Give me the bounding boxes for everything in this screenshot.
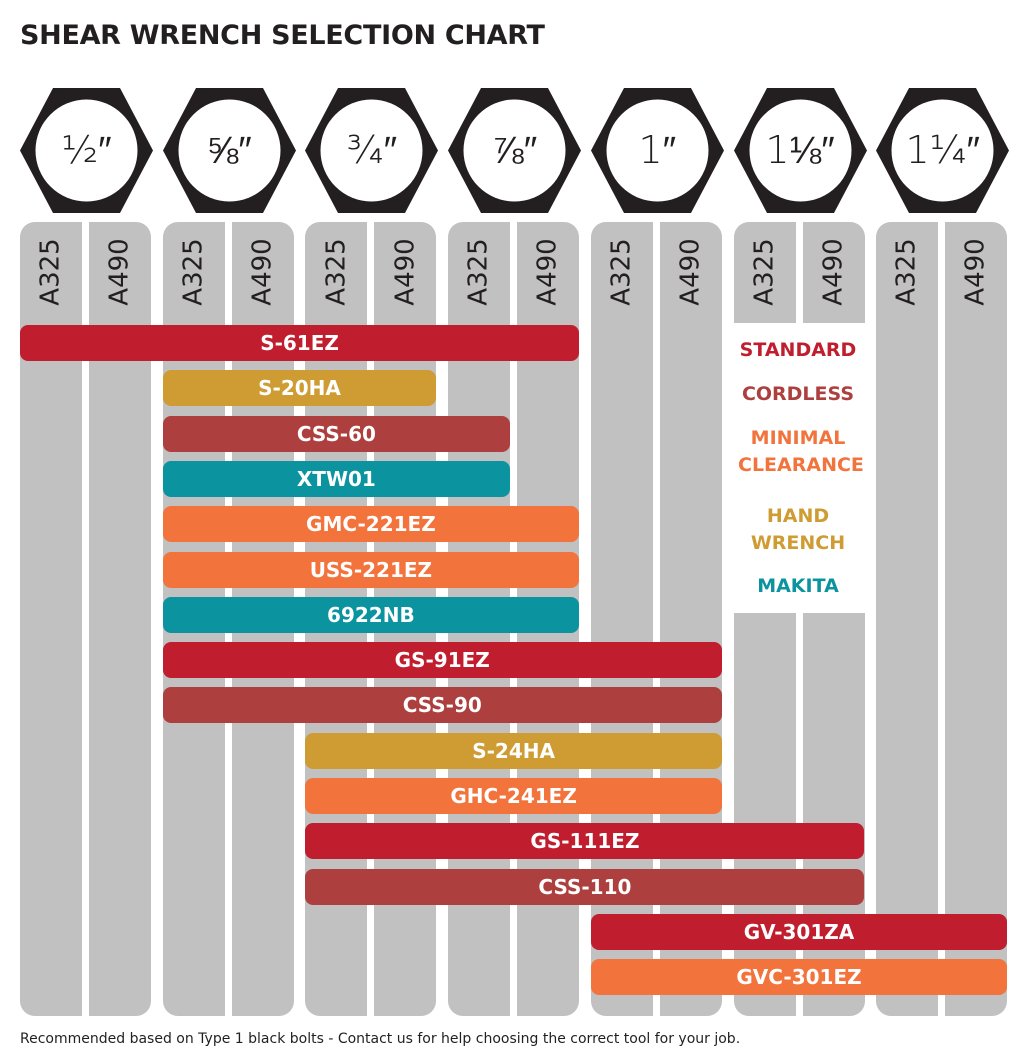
hex-nut-icon bbox=[305, 88, 439, 213]
tool-bar: CSS-110 bbox=[305, 868, 865, 905]
legend: STANDARD CORDLESS MINIMAL CLEARANCE HAND WR… bbox=[722, 323, 874, 613]
grade-column bbox=[733, 613, 796, 1016]
grade-label: A325 bbox=[305, 232, 367, 312]
grade-text: A325 bbox=[749, 238, 780, 306]
grade-label: A325 bbox=[591, 232, 653, 312]
tool-bar: GHC-241EZ bbox=[305, 778, 722, 814]
legend-entry: CORDLESS bbox=[741, 383, 855, 405]
tool-bar: GV-301ZA bbox=[590, 913, 1008, 950]
tool-bar: CSS-90 bbox=[162, 687, 722, 724]
hex-nut-icon bbox=[876, 88, 1010, 213]
grade-text: A490 bbox=[675, 238, 706, 306]
tool-bar: S-20HA bbox=[162, 370, 437, 407]
grade-text: A325 bbox=[321, 238, 352, 306]
tool-bar: 6922NB bbox=[162, 596, 580, 633]
grade-text: A325 bbox=[36, 238, 67, 306]
grade-label: A490 bbox=[517, 232, 579, 312]
legend-entry: HAND WRENCH bbox=[750, 505, 846, 554]
chart-title: SHEAR WRENCH SELECTION CHART bbox=[20, 20, 545, 51]
hex-nut-icon bbox=[162, 88, 296, 213]
grade-label: A490 bbox=[660, 232, 722, 312]
grade-text: A325 bbox=[464, 238, 495, 306]
grade-text: A490 bbox=[533, 238, 564, 306]
tool-bar: S-24HA bbox=[305, 732, 722, 769]
tool-bar: XTW01 bbox=[162, 460, 511, 497]
grade-label: A325 bbox=[20, 232, 82, 312]
grade-text: A490 bbox=[961, 238, 992, 306]
grade-label: A490 bbox=[945, 232, 1007, 312]
hex-nut-icon bbox=[590, 88, 724, 213]
grade-label: A490 bbox=[803, 232, 865, 312]
size-label: ½″ bbox=[61, 128, 112, 172]
hex-nut-icon bbox=[733, 88, 867, 213]
grade-text: A325 bbox=[892, 238, 923, 306]
size-label: 1⅛″ bbox=[765, 128, 835, 172]
grade-label: A490 bbox=[232, 232, 294, 312]
grade-label: A490 bbox=[89, 232, 151, 312]
grade-column bbox=[945, 222, 1008, 1016]
legend-entry: STANDARD bbox=[739, 339, 857, 361]
grade-column bbox=[876, 222, 939, 1016]
tool-bar: CSS-60 bbox=[162, 415, 511, 452]
legend-entry: MINIMAL CLEARANCE bbox=[738, 427, 864, 476]
tool-bar: GMC-221EZ bbox=[162, 506, 580, 543]
grade-column bbox=[802, 222, 865, 323]
grade-text: A490 bbox=[105, 238, 136, 306]
size-label: 1¼″ bbox=[905, 128, 980, 172]
grade-text: A325 bbox=[606, 238, 637, 306]
grade-text: A490 bbox=[390, 238, 421, 306]
tool-bar: GS-111EZ bbox=[305, 823, 865, 860]
tool-bar: S-61EZ bbox=[20, 325, 580, 361]
tool-bar: USS-221EZ bbox=[162, 551, 580, 588]
size-label: ⅞″ bbox=[492, 128, 538, 172]
hex-nut-icon bbox=[448, 88, 582, 213]
size-label: ⅝″ bbox=[206, 128, 252, 172]
size-label: ¾″ bbox=[346, 128, 398, 172]
grade-label: A325 bbox=[448, 232, 510, 312]
footnote: Recommended based on Type 1 black bolts … bbox=[20, 1031, 741, 1047]
size-label: 1″ bbox=[638, 128, 677, 172]
grade-column bbox=[802, 613, 865, 1016]
grade-label: A325 bbox=[876, 232, 938, 312]
grade-text: A490 bbox=[818, 238, 849, 306]
tool-bar: GVC-301EZ bbox=[590, 959, 1008, 996]
grade-label: A490 bbox=[374, 232, 436, 312]
grade-label: A325 bbox=[163, 232, 225, 312]
hex-nut-icon bbox=[20, 88, 153, 213]
legend-entry: MAKITA bbox=[757, 575, 839, 597]
grade-label: A325 bbox=[734, 232, 796, 312]
grade-text: A325 bbox=[178, 238, 209, 306]
grade-column bbox=[733, 222, 796, 323]
tool-bar: GS-91EZ bbox=[162, 642, 722, 679]
grade-text: A490 bbox=[247, 238, 278, 306]
